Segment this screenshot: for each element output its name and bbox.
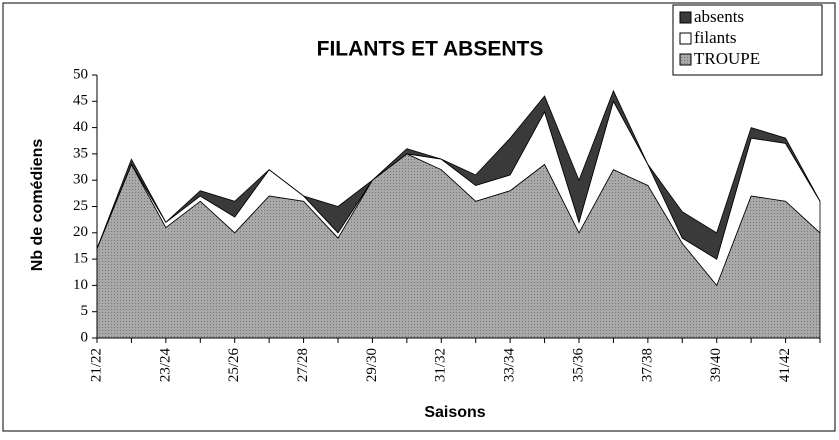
x-tick-label: 27/28: [295, 348, 311, 382]
x-tick-label: 35/36: [570, 348, 586, 383]
y-tick-label: 45: [73, 93, 88, 109]
area-absents: [96, 89, 821, 260]
x-tick-label: 21/22: [88, 348, 104, 382]
y-tick-label: 35: [73, 145, 88, 161]
y-axis-label: Nb de comédiens: [29, 139, 46, 272]
frame: [2, 2, 836, 432]
legend-swatch: [679, 53, 692, 66]
y-tick-label: 25: [73, 198, 88, 214]
legend-label: filants: [694, 28, 737, 47]
y-tick-label: 15: [73, 251, 88, 267]
x-tick-label: 37/38: [639, 348, 655, 382]
legend-box: [672, 4, 823, 76]
y-tick-label: 40: [73, 119, 88, 135]
y-tick-label: 50: [73, 66, 88, 82]
y-tick-label: 30: [73, 172, 88, 188]
chart-title: FILANTS ET ABSENTS: [317, 38, 544, 61]
legend-swatch: [679, 11, 692, 24]
x-tick-label: 39/40: [708, 348, 724, 382]
y-tick-label: 10: [73, 277, 88, 293]
x-axis-label: Saisons: [424, 404, 485, 421]
x-tick-label: 23/24: [157, 348, 173, 383]
y-tick-label: 5: [81, 303, 89, 319]
legend-label: TROUPE: [694, 49, 760, 68]
x-tick-label: 25/26: [226, 348, 242, 383]
x-tick-label: 29/30: [364, 348, 380, 382]
x-tick-label: 31/32: [433, 348, 449, 382]
legend-label: absents: [694, 7, 744, 26]
y-tick-label: 0: [81, 329, 89, 345]
x-tick-label: 41/42: [777, 348, 793, 382]
y-tick-label: 20: [73, 224, 88, 240]
x-tick-label: 33/34: [502, 348, 518, 383]
legend-swatch: [679, 32, 692, 45]
